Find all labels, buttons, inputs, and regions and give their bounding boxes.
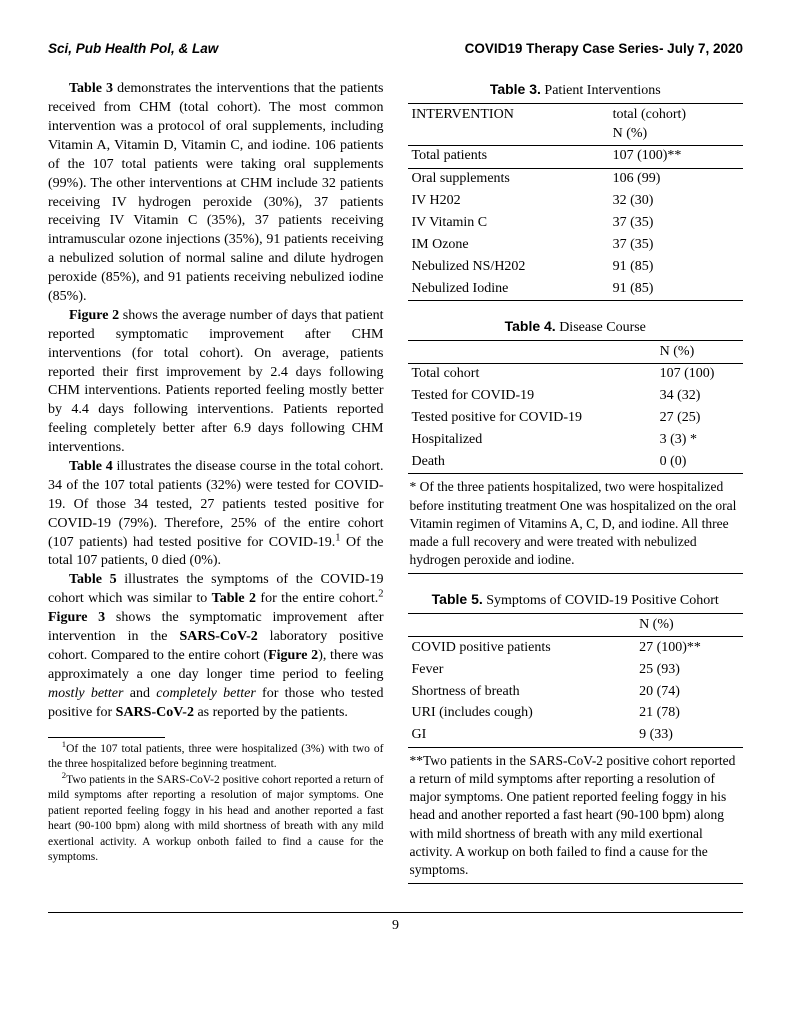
table5: N (%) COVID positive patients27 (100)** … xyxy=(408,613,744,747)
table4-head-n: N (%) xyxy=(656,341,743,364)
table3: INTERVENTION total (cohort) N (%) Total … xyxy=(408,103,744,301)
footnote-separator xyxy=(48,737,165,738)
header-left: Sci, Pub Health Pol, & Law xyxy=(48,40,218,58)
header-right: COVID19 Therapy Case Series- July 7, 202… xyxy=(465,40,743,58)
table4-note: * Of the three patients hospitalized, tw… xyxy=(408,474,744,574)
ref-figure2: Figure 2 xyxy=(69,308,119,323)
paragraph-figure2: Figure 2 shows the average number of day… xyxy=(48,307,384,458)
table-row: IM Ozone37 (35) xyxy=(408,234,744,256)
right-column: Table 3. Patient Interventions INTERVENT… xyxy=(408,80,744,900)
table-row: Hospitalized3 (3) * xyxy=(408,430,744,452)
table5-head-n: N (%) xyxy=(635,614,743,637)
ref-figure3: Figure 3 xyxy=(48,610,105,625)
table-row: Nebulized NS/H20291 (85) xyxy=(408,256,744,278)
table5-caption: Table 5. Symptoms of COVID-19 Positive C… xyxy=(408,590,744,611)
table5-header-row: N (%) xyxy=(408,614,744,637)
ref-table5: Table 5 xyxy=(69,572,117,587)
table-row: IV H20232 (30) xyxy=(408,191,744,213)
table-row: Tested positive for COVID-1927 (25) xyxy=(408,408,744,430)
footnote-1: 1Of the 107 total patients, three were h… xyxy=(48,742,384,773)
table5-note: **Two patients in the SARS-CoV-2 positiv… xyxy=(408,748,744,885)
left-column: Table 3 demonstrates the interventions t… xyxy=(48,80,384,900)
table-row: URI (includes cough)21 (78) xyxy=(408,703,744,725)
table-row: Total cohort107 (100) xyxy=(408,363,744,385)
paragraph-table5: Table 5 illustrates the symptoms of the … xyxy=(48,571,384,722)
table-row: Tested for COVID-1934 (32) xyxy=(408,386,744,408)
ref-table3: Table 3 xyxy=(69,81,113,96)
paragraph-table4: Table 4 illustrates the disease course i… xyxy=(48,458,384,571)
table-row: COVID positive patients27 (100)** xyxy=(408,637,744,659)
table-row: Fever25 (93) xyxy=(408,659,744,681)
content-columns: Table 3 demonstrates the interventions t… xyxy=(48,80,743,900)
table3-head-intervention: INTERVENTION xyxy=(408,104,609,146)
table3-caption: Table 3. Patient Interventions xyxy=(408,80,744,101)
page-number: 9 xyxy=(48,912,743,936)
table-row: IV Vitamin C37 (35) xyxy=(408,213,744,235)
footnote-ref-2: 2 xyxy=(378,589,383,600)
table-row: Total patients 107 (100)** xyxy=(408,145,744,168)
ref-table4: Table 4 xyxy=(69,459,113,474)
table-row: Nebulized Iodine91 (85) xyxy=(408,278,744,300)
table3-head-total: total (cohort) N (%) xyxy=(609,104,743,146)
table-row: Oral supplements106 (99) xyxy=(408,168,744,190)
ref-table2: Table 2 xyxy=(212,591,256,606)
table4: N (%) Total cohort107 (100) Tested for C… xyxy=(408,340,744,474)
table3-header-row: INTERVENTION total (cohort) N (%) xyxy=(408,104,744,146)
table4-header-row: N (%) xyxy=(408,341,744,364)
table4-caption: Table 4. Disease Course xyxy=(408,317,744,338)
table-row: Death0 (0) xyxy=(408,451,744,473)
paragraph-table3: Table 3 demonstrates the interventions t… xyxy=(48,80,384,307)
footnote-2: 2Two patients in the SARS-CoV-2 positive… xyxy=(48,773,384,866)
table-row: GI9 (33) xyxy=(408,725,744,747)
table-row: Shortness of breath20 (74) xyxy=(408,681,744,703)
page-header: Sci, Pub Health Pol, & Law COVID19 Thera… xyxy=(48,40,743,58)
